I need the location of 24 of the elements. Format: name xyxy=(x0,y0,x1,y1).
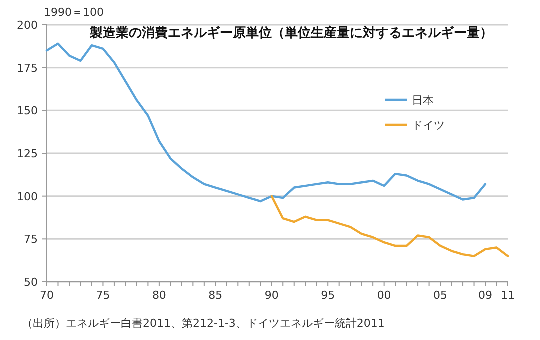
x-tick-label: 85 xyxy=(208,289,223,302)
x-tick-label: 11 xyxy=(501,289,515,302)
line-series xyxy=(46,42,487,203)
x-tick-label: 05 xyxy=(434,289,448,302)
y-tick-label: 75 xyxy=(24,233,38,246)
x-tick-label: 00 xyxy=(377,289,392,302)
text: （出所）エネルギー白書2011、第212-1-3、ドイツエネルギー統計2011 xyxy=(22,317,385,330)
legend-label: 日本 xyxy=(412,94,434,107)
y-tick-label: 100 xyxy=(17,190,38,204)
legend-label: ドイツ xyxy=(412,119,445,132)
line-series xyxy=(270,195,510,258)
y-tick-label: 50 xyxy=(24,276,38,289)
x-tick-label: 09 xyxy=(478,289,493,302)
x-tick-label: 95 xyxy=(321,289,336,302)
x-tick-label: 75 xyxy=(96,289,110,302)
y-tick-label: 125 xyxy=(17,148,38,160)
y-tick-label: 175 xyxy=(17,62,38,75)
chart-title: 製造業の消費エネルギー原単位（単位生産量に対するエネルギー量） xyxy=(89,25,493,40)
y-tick-label: 200 xyxy=(17,19,38,32)
y-axis-title: 1990＝100 xyxy=(44,6,104,19)
x-tick-label: 90 xyxy=(264,289,279,302)
x-tick-label: 80 xyxy=(152,289,166,302)
y-tick-label: 150 xyxy=(17,104,38,118)
x-tick-label: 70 xyxy=(40,289,54,302)
